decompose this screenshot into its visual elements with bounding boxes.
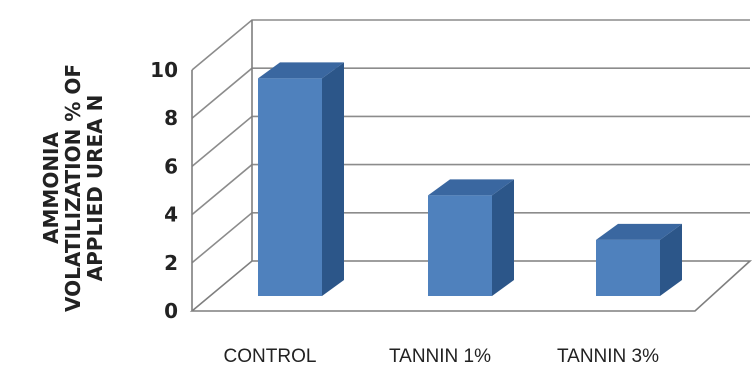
x-tick-label-2: TANNIN 1% — [389, 346, 491, 367]
bar-tannin-3- — [596, 223, 682, 296]
y-axis-label-line-1: AMMONIA — [39, 132, 63, 244]
y-tick-label-8: 8 — [164, 106, 178, 130]
x-tick-labels: CONTROL TANNIN 1% TANNIN 3% — [224, 346, 660, 367]
floor — [189, 260, 753, 312]
y-tick-label-6: 6 — [164, 154, 178, 178]
bar-side — [660, 223, 682, 296]
y-tick-label-2: 2 — [164, 251, 178, 275]
bar-side — [492, 179, 514, 296]
axes — [189, 20, 753, 312]
y-tick-label-4: 4 — [164, 203, 178, 227]
y-axis-label-line-3: APPLIED UREA N — [83, 95, 107, 282]
bar-front — [596, 239, 660, 296]
y-axis-label-line-2: VOLATILIZATION % OF — [61, 64, 85, 312]
y-tick-labels: 0 2 4 6 8 10 — [150, 58, 178, 323]
bar-front — [428, 195, 492, 296]
bar-top — [596, 223, 682, 240]
bar-side — [322, 62, 344, 296]
x-tick-label-3: TANNIN 3% — [557, 346, 659, 367]
bars — [258, 62, 682, 296]
bar-front — [258, 78, 322, 296]
y-tick-label-0: 0 — [164, 299, 178, 323]
x-tick-label-1: CONTROL — [224, 346, 317, 367]
gridline-10 — [191, 19, 750, 71]
bar-top — [428, 179, 514, 196]
bar-control — [258, 62, 344, 296]
y-tick-label-10: 10 — [150, 58, 178, 82]
bar-top — [258, 62, 344, 79]
bar-tannin-1- — [428, 179, 514, 296]
